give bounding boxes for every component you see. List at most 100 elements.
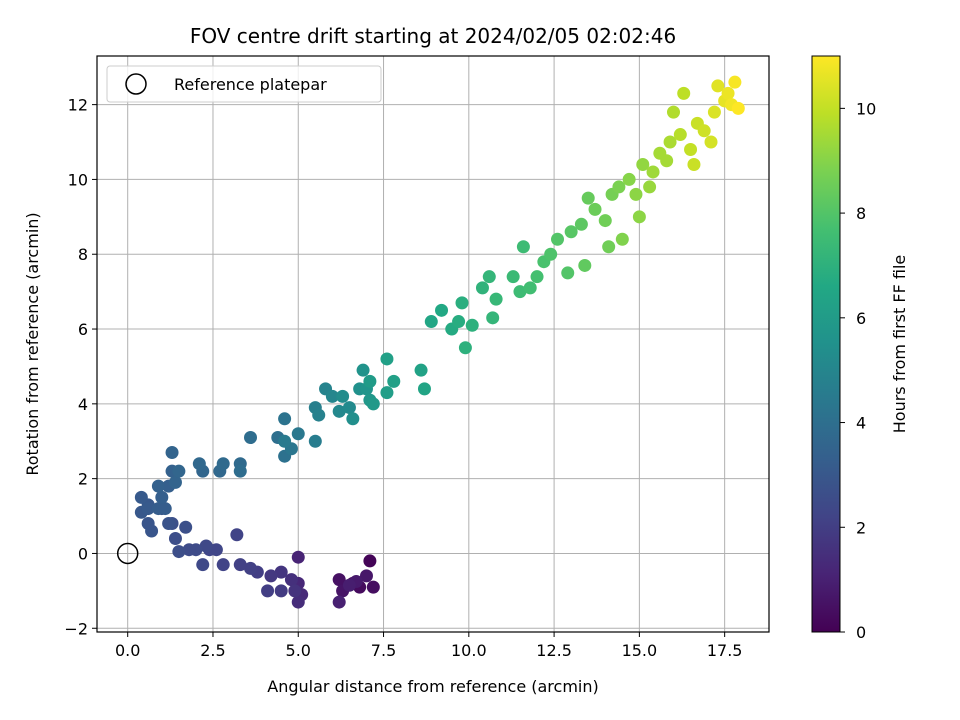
data-point: [544, 247, 558, 261]
data-point: [387, 374, 401, 388]
reference-platepar-marker: [116, 542, 139, 565]
data-point: [141, 517, 155, 531]
y-tick-label: 4: [78, 395, 88, 414]
data-point: [687, 157, 701, 171]
data-point: [264, 569, 278, 583]
y-tick-label: 12: [68, 96, 88, 115]
x-tick-label: 5.0: [286, 641, 311, 660]
data-point: [332, 573, 346, 587]
data-point: [612, 180, 626, 194]
y-tick-label: 8: [78, 245, 88, 264]
data-point: [332, 595, 346, 609]
colorbar-tick-label: 6: [856, 309, 866, 328]
y-tick-label: 0: [78, 544, 88, 563]
data-point: [366, 580, 380, 594]
data-point: [697, 124, 711, 138]
data-point: [325, 389, 339, 403]
data-point: [486, 311, 500, 325]
data-point: [588, 202, 602, 216]
data-point: [274, 565, 288, 579]
x-tick-label: 10.0: [451, 641, 487, 660]
data-point: [155, 490, 169, 504]
plot-area-frame: [96, 55, 770, 633]
data-point: [615, 232, 629, 246]
data-point: [199, 539, 213, 553]
data-point: [332, 404, 346, 418]
x-tick-label: 17.5: [707, 641, 743, 660]
chart-title: FOV centre drift starting at 2024/02/05 …: [190, 24, 676, 48]
data-point: [172, 545, 186, 559]
data-point: [663, 135, 677, 149]
data-point: [417, 382, 431, 396]
data-point: [278, 412, 292, 426]
data-point: [482, 270, 496, 284]
data-point: [707, 105, 721, 119]
data-point: [704, 135, 718, 149]
data-point: [182, 543, 196, 557]
colorbar-tick-label: 8: [856, 204, 866, 223]
data-point: [291, 595, 305, 609]
colorbar: 0 2 4 6 8 10 Hours from first FF file: [811, 55, 909, 642]
colorbar-ticks: 0 2 4 6 8 10: [840, 99, 876, 642]
x-tick-label: 7.5: [371, 641, 396, 660]
data-point: [475, 281, 489, 295]
data-point: [677, 86, 691, 100]
data-point: [465, 318, 479, 332]
data-point: [728, 75, 742, 89]
data-point: [134, 490, 148, 504]
data-point: [435, 303, 449, 317]
data-point: [216, 558, 230, 572]
data-point: [363, 554, 377, 568]
points-layer: [134, 75, 745, 609]
data-point: [168, 475, 182, 489]
y-ticks: −2 0 2 4 6 8 10 12: [64, 96, 97, 638]
x-tick-label: 0.0: [115, 641, 140, 660]
data-point: [673, 128, 687, 142]
data-point: [288, 584, 302, 598]
data-point: [291, 550, 305, 564]
x-axis-label: Angular distance from reference (arcmin): [267, 677, 598, 696]
data-point: [666, 105, 680, 119]
data-point: [308, 434, 322, 448]
data-point: [622, 172, 636, 186]
data-point: [233, 558, 247, 572]
data-point: [196, 558, 210, 572]
data-point: [172, 464, 186, 478]
y-axis-label: Rotation from reference (arcmin): [23, 212, 42, 475]
y-tick-label: 6: [78, 320, 88, 339]
data-point: [179, 520, 193, 534]
data-point: [629, 187, 643, 201]
data-point: [284, 573, 298, 587]
data-point: [165, 445, 179, 459]
reference-layer: [116, 542, 139, 565]
data-point: [561, 266, 575, 280]
data-point: [489, 292, 503, 306]
data-point: [244, 561, 258, 575]
y-tick-label: −2: [64, 619, 88, 638]
data-point: [643, 180, 657, 194]
data-point: [192, 457, 206, 471]
data-point: [356, 363, 370, 377]
colorbar-frame: [811, 55, 841, 633]
data-point: [141, 502, 155, 516]
x-tick-label: 2.5: [200, 641, 225, 660]
data-point: [602, 240, 616, 254]
legend-label-reference: Reference platepar: [174, 75, 327, 94]
legend: Reference platepar: [106, 65, 382, 103]
data-point: [731, 101, 745, 115]
data-point: [414, 363, 428, 377]
colorbar-gradient: [812, 56, 840, 632]
x-tick-label: 15.0: [622, 641, 658, 660]
data-point: [516, 240, 530, 254]
data-point: [424, 315, 438, 329]
data-point: [513, 285, 527, 299]
data-point: [458, 341, 472, 355]
data-point: [346, 412, 360, 426]
data-point: [151, 479, 165, 493]
data-point: [646, 165, 660, 179]
data-point: [711, 79, 725, 93]
data-point: [168, 531, 182, 545]
data-point: [581, 191, 595, 205]
